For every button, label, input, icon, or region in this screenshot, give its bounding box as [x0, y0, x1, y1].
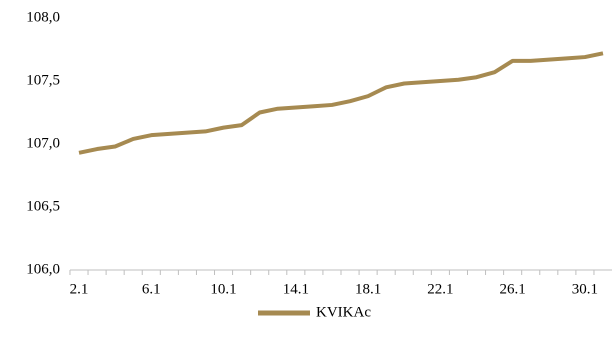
y-tick-label: 107,5 [26, 72, 60, 88]
y-tick-label: 108,0 [26, 9, 60, 25]
y-tick-label: 106,5 [26, 198, 60, 214]
x-tick-label: 30.1 [572, 281, 598, 297]
x-tick-label: 22.1 [427, 281, 453, 297]
x-tick-label: 10.1 [210, 281, 236, 297]
x-tick-label: 14.1 [283, 281, 309, 297]
y-tick-label: 107,0 [26, 135, 60, 151]
legend-label: KVIKAc [316, 304, 371, 320]
x-tick-label: 6.1 [142, 281, 161, 297]
x-tick-label: 18.1 [355, 281, 381, 297]
data-line [78, 51, 604, 155]
x-tick-label: 26.1 [500, 281, 526, 297]
y-tick-label: 106,0 [26, 261, 60, 277]
x-tick-label: 2.1 [70, 281, 89, 297]
